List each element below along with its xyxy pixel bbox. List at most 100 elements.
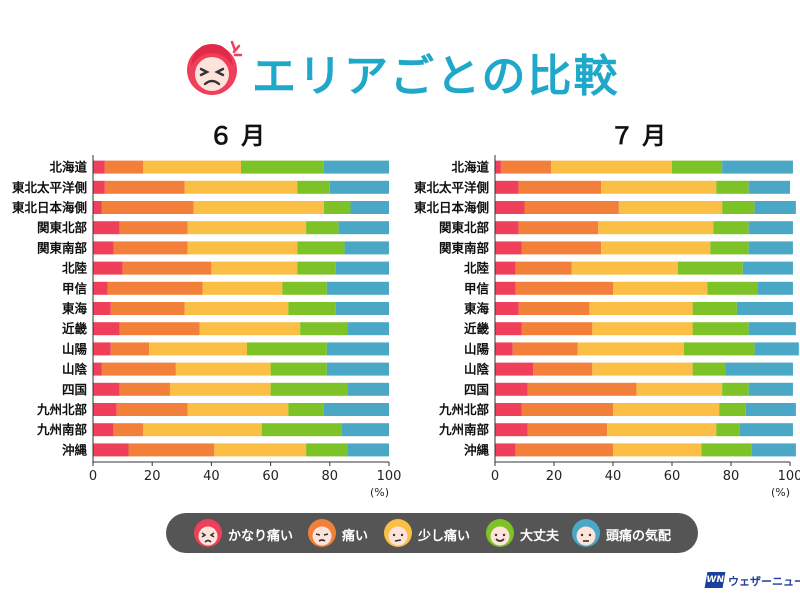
june-category-label: 東北日本海側	[12, 200, 87, 215]
july-bar-segment	[707, 281, 758, 295]
july-bar-segment	[722, 382, 749, 396]
june-bar-segment	[93, 302, 111, 315]
june-bar-segment	[93, 201, 102, 214]
june-bar-segment	[241, 160, 324, 174]
june-category-label: 九州北部	[36, 402, 88, 417]
july-bar-segment	[518, 302, 590, 315]
june-bar-segment	[347, 382, 389, 396]
june-bar-segment	[323, 403, 389, 416]
july-category-label: 北陸	[464, 261, 490, 276]
june-bar-segment	[347, 322, 389, 336]
july-bar-segment	[745, 403, 796, 416]
very-painful-face-icon	[187, 40, 243, 95]
july-bar-segment	[692, 322, 749, 336]
june-bar-segment	[110, 342, 150, 356]
july-bar-segment	[672, 160, 723, 174]
june-unit-label: (%)	[370, 486, 389, 499]
june-bar-segment	[143, 160, 241, 174]
june-bar-segment	[101, 201, 194, 214]
june-bar-segment	[199, 322, 301, 336]
june-category-label: 北陸	[62, 261, 88, 276]
june-bar-segment	[338, 221, 389, 235]
july-bar-segment	[515, 261, 572, 275]
june-category-label: 関東南部	[37, 240, 88, 255]
july-bar-segment	[500, 160, 552, 174]
july-bar-segment	[754, 201, 796, 214]
july-bar-segment	[515, 443, 613, 457]
july-bar-segment	[515, 281, 613, 295]
june-bar-segment	[175, 362, 271, 376]
june-bar-segment	[143, 423, 262, 437]
june-bar-segment	[93, 221, 120, 235]
july-bar-segment	[748, 221, 793, 235]
june-bar-segment	[326, 342, 389, 356]
july-category-label: 北海道	[451, 160, 489, 175]
july-bar-segment	[613, 281, 708, 295]
july-category-label: 関東南部	[439, 240, 490, 255]
july-bar-segment	[527, 382, 637, 396]
june-bar-segment	[93, 241, 114, 255]
june-bar-segment	[344, 241, 389, 255]
july-bar-segment	[495, 322, 522, 336]
july-x-tick-label: 40	[605, 469, 622, 484]
july-bar-segment	[495, 241, 522, 255]
june-x-tick-label: 20	[144, 469, 161, 484]
june-bar-segment	[184, 180, 298, 194]
july-chart-title: ７ 月	[609, 122, 667, 150]
june-category-label: 関東北部	[37, 220, 88, 235]
june-x-tick-label: 80	[322, 469, 339, 484]
june-bar-segment	[119, 382, 170, 396]
july-category-label: 九州南部	[438, 422, 490, 437]
legend: かなり痛い 痛い 少し痛い 大丈夫	[166, 513, 698, 553]
july-x-tick-label: 100	[778, 469, 800, 484]
july-x-tick-label: 20	[546, 469, 563, 484]
july-bar-segment	[518, 180, 602, 194]
june-bar-segment	[93, 403, 117, 416]
july-bar-segment	[677, 261, 743, 275]
june-x-tick-label: 60	[262, 469, 279, 484]
july-bar-segment	[495, 160, 501, 174]
july-bar-segment	[601, 241, 711, 255]
july-bar-segment	[495, 382, 528, 396]
june-bar-segment	[93, 180, 105, 194]
july-bar-segment	[551, 160, 672, 174]
june-x-tick-label: 0	[89, 469, 97, 484]
june-bar-segment	[169, 382, 271, 396]
june-bar-segment	[122, 261, 212, 275]
june-bar-segment	[93, 261, 123, 275]
july-bar-segment	[748, 322, 796, 336]
june-bar-segment	[214, 443, 307, 457]
june-bar-segment	[300, 322, 348, 336]
june-bar-segment	[335, 261, 389, 275]
june-bar-segment	[187, 221, 307, 235]
june-x-tick-label: 40	[203, 469, 220, 484]
july-bar-segment	[748, 382, 793, 396]
june-bar-segment	[270, 362, 327, 376]
legend-label: 大丈夫	[520, 529, 560, 544]
july-bar-segment	[521, 322, 593, 336]
july-bar-segment	[722, 160, 793, 174]
july-unit-label: (%)	[771, 486, 790, 499]
july-bar-segment	[598, 221, 714, 235]
june-bar-segment	[350, 201, 389, 214]
june-bar-segment	[202, 281, 283, 295]
july-bar-segment	[495, 201, 525, 214]
june-bar-segment	[282, 281, 327, 295]
july-bar-segment	[748, 241, 793, 255]
june-category-label: 東北太平洋側	[12, 180, 87, 195]
june-bar-segment	[297, 241, 345, 255]
june-bar-segment	[261, 423, 342, 437]
july-bar-segment	[521, 403, 613, 416]
july-bar-segment	[518, 221, 599, 235]
very-painful-face-icon	[194, 519, 222, 547]
july-bar-segment	[495, 443, 516, 457]
june-bar-segment	[335, 302, 389, 315]
june-bar-segment	[93, 322, 120, 336]
june-bar-segment	[347, 443, 389, 457]
july-category-label: 甲信	[464, 281, 490, 296]
july-bar-segment	[571, 261, 678, 275]
july-bar-segment	[692, 362, 726, 376]
fine-face-icon	[486, 519, 514, 547]
june-bar-segment	[93, 160, 105, 174]
june-bar-segment	[187, 403, 289, 416]
